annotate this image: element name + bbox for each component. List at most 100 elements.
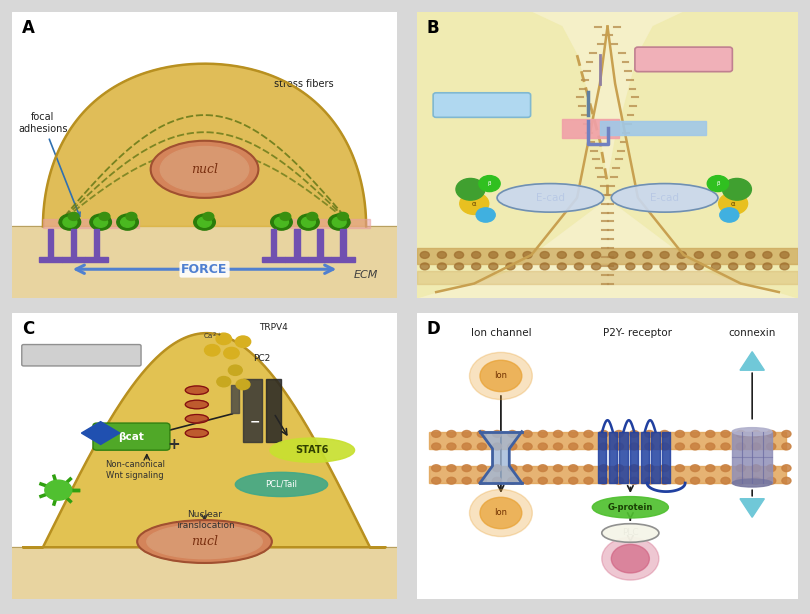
- FancyBboxPatch shape: [93, 423, 170, 450]
- Circle shape: [608, 263, 618, 270]
- Text: FORCE: FORCE: [181, 263, 228, 276]
- Bar: [43, 219, 139, 228]
- Circle shape: [437, 263, 446, 270]
- Text: A: A: [22, 20, 35, 37]
- Circle shape: [752, 465, 761, 472]
- Ellipse shape: [147, 524, 262, 559]
- Circle shape: [271, 214, 292, 230]
- Ellipse shape: [160, 147, 249, 192]
- Bar: [340, 229, 346, 261]
- Ellipse shape: [732, 479, 772, 487]
- Text: −: −: [249, 415, 260, 428]
- Circle shape: [752, 430, 761, 437]
- Circle shape: [643, 263, 652, 270]
- Circle shape: [523, 263, 532, 270]
- Ellipse shape: [137, 520, 272, 563]
- Circle shape: [720, 208, 739, 222]
- Ellipse shape: [612, 184, 718, 212]
- Circle shape: [447, 465, 456, 472]
- Circle shape: [454, 252, 463, 258]
- Circle shape: [676, 477, 684, 484]
- Circle shape: [432, 430, 441, 437]
- Circle shape: [766, 465, 776, 472]
- Text: E-cad: E-cad: [650, 193, 679, 203]
- Circle shape: [718, 193, 748, 214]
- Circle shape: [614, 465, 624, 472]
- Circle shape: [432, 477, 441, 484]
- Circle shape: [236, 336, 251, 348]
- Circle shape: [645, 465, 654, 472]
- Circle shape: [728, 263, 738, 270]
- Circle shape: [447, 430, 456, 437]
- Text: Eph-R: Eph-R: [467, 100, 497, 110]
- Circle shape: [736, 465, 745, 472]
- Text: stress fibers: stress fibers: [274, 79, 334, 88]
- Circle shape: [126, 212, 137, 220]
- Circle shape: [538, 477, 548, 484]
- Circle shape: [763, 252, 772, 258]
- Circle shape: [746, 263, 755, 270]
- Circle shape: [508, 465, 517, 472]
- Circle shape: [599, 465, 608, 472]
- Circle shape: [297, 214, 319, 230]
- Text: β: β: [488, 181, 491, 186]
- FancyBboxPatch shape: [635, 47, 732, 72]
- Circle shape: [721, 465, 730, 472]
- Circle shape: [574, 263, 583, 270]
- Circle shape: [506, 263, 515, 270]
- Polygon shape: [82, 422, 120, 445]
- Circle shape: [626, 252, 635, 258]
- Circle shape: [569, 477, 578, 484]
- Circle shape: [690, 465, 700, 472]
- Circle shape: [476, 208, 495, 222]
- Circle shape: [736, 443, 745, 450]
- Circle shape: [677, 252, 686, 258]
- Circle shape: [538, 430, 548, 437]
- Text: +: +: [168, 437, 180, 452]
- Circle shape: [553, 430, 563, 437]
- Circle shape: [694, 263, 703, 270]
- Circle shape: [280, 212, 291, 220]
- Circle shape: [780, 263, 789, 270]
- Circle shape: [538, 443, 548, 450]
- Circle shape: [782, 430, 791, 437]
- Bar: [641, 432, 649, 483]
- Circle shape: [584, 430, 593, 437]
- Circle shape: [599, 477, 608, 484]
- Circle shape: [332, 217, 346, 227]
- Circle shape: [629, 430, 639, 437]
- Text: P2Y- receptor: P2Y- receptor: [603, 328, 672, 338]
- Circle shape: [471, 263, 480, 270]
- Circle shape: [608, 252, 618, 258]
- Bar: [428, 466, 787, 483]
- Bar: [12, 227, 397, 298]
- Circle shape: [591, 252, 601, 258]
- Circle shape: [736, 477, 745, 484]
- Circle shape: [723, 179, 752, 200]
- Circle shape: [553, 465, 563, 472]
- Circle shape: [228, 365, 242, 375]
- Text: Ion: Ion: [494, 371, 507, 381]
- Circle shape: [629, 477, 639, 484]
- Circle shape: [782, 443, 791, 450]
- Circle shape: [456, 179, 485, 200]
- Bar: [309, 257, 331, 262]
- Bar: [318, 229, 322, 261]
- Circle shape: [694, 252, 703, 258]
- Circle shape: [690, 477, 700, 484]
- Circle shape: [645, 443, 654, 450]
- Bar: [48, 229, 53, 261]
- Polygon shape: [608, 12, 798, 298]
- Circle shape: [205, 344, 220, 356]
- Circle shape: [706, 443, 715, 450]
- Circle shape: [470, 352, 532, 400]
- Circle shape: [721, 477, 730, 484]
- Bar: [630, 432, 638, 483]
- Circle shape: [454, 263, 463, 270]
- Text: Non-canonical
Wnt signaling: Non-canonical Wnt signaling: [105, 460, 165, 480]
- Ellipse shape: [602, 524, 659, 542]
- Text: C: C: [22, 321, 34, 338]
- Text: PC2: PC2: [254, 354, 271, 363]
- Circle shape: [584, 477, 593, 484]
- Circle shape: [99, 212, 110, 220]
